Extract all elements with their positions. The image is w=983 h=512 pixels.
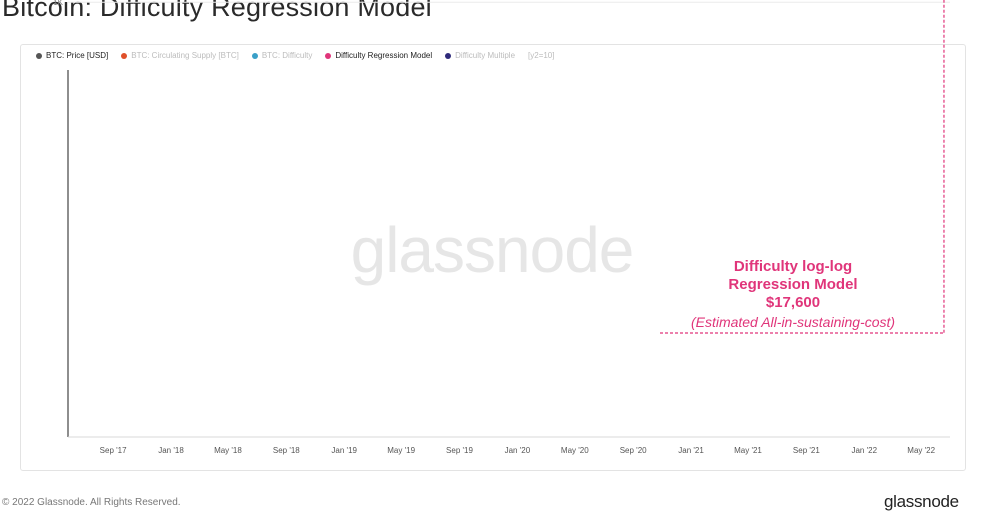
legend-dot-icon [325, 52, 332, 59]
legend-item-circulating-supply[interactable]: BTC: Circulating Supply [BTC] [121, 51, 239, 60]
scale-toggle-button[interactable]: [y2=10] [528, 51, 555, 60]
x-tick-label: Sep '21 [793, 446, 820, 455]
x-tick-label: Jan '20 [505, 446, 531, 455]
annotation-line1: Difficulty log-log [734, 258, 852, 275]
x-tick-label: May '22 [907, 446, 935, 455]
footer-logo: glassnode [884, 492, 959, 511]
x-tick-label: Jan '21 [678, 446, 704, 455]
x-tick-label: May '21 [734, 446, 762, 455]
x-tick-label: May '18 [214, 446, 242, 455]
legend-label: BTC: Circulating Supply [BTC] [131, 51, 239, 60]
x-tick-label: Sep '19 [446, 446, 473, 455]
legend-dot-icon [251, 52, 258, 59]
x-tick-label: Jan '22 [851, 446, 877, 455]
chart-legend: BTC: Price [USD] BTC: Circulating Supply… [36, 51, 554, 60]
x-tick-label: Jan '19 [331, 446, 357, 455]
legend-dot-icon [121, 52, 128, 59]
annotation-line2: Regression Model [728, 276, 857, 293]
page-title: Bitcoin: Difficulty Regression Model [2, 0, 432, 22]
y-tick-label: 1K [53, 0, 63, 7]
legend-item-difficulty[interactable]: BTC: Difficulty [251, 51, 313, 60]
legend-label: Difficulty Regression Model [335, 51, 433, 60]
annotation-line4: (Estimated All-in-sustaining-cost) [691, 314, 895, 330]
watermark-text: glassnode [351, 214, 634, 286]
legend-label: BTC: Price [USD] [46, 51, 109, 60]
x-tick-label: Sep '20 [620, 446, 647, 455]
legend-dot-icon [445, 52, 452, 59]
legend-item-difficulty-regression-model[interactable]: Difficulty Regression Model [325, 51, 432, 60]
footer-copyright: © 2022 Glassnode. All Rights Reserved. [2, 497, 181, 508]
legend-item-btc-price[interactable]: BTC: Price [USD] [36, 51, 108, 60]
legend-label: Difficulty Multiple [455, 51, 516, 60]
x-tick-label: Jan '18 [158, 446, 184, 455]
x-tick-label: May '19 [387, 446, 415, 455]
annotation-line3: $17,600 [766, 294, 820, 311]
x-tick-label: Sep '17 [100, 446, 127, 455]
x-tick-label: Sep '18 [273, 446, 300, 455]
legend-label: BTC: Difficulty [261, 51, 313, 60]
legend-dot-icon [36, 52, 42, 59]
chart-card [20, 44, 966, 471]
x-tick-label: May '20 [561, 446, 589, 455]
legend-item-difficulty-multiple[interactable]: Difficulty Multiple [445, 51, 515, 60]
